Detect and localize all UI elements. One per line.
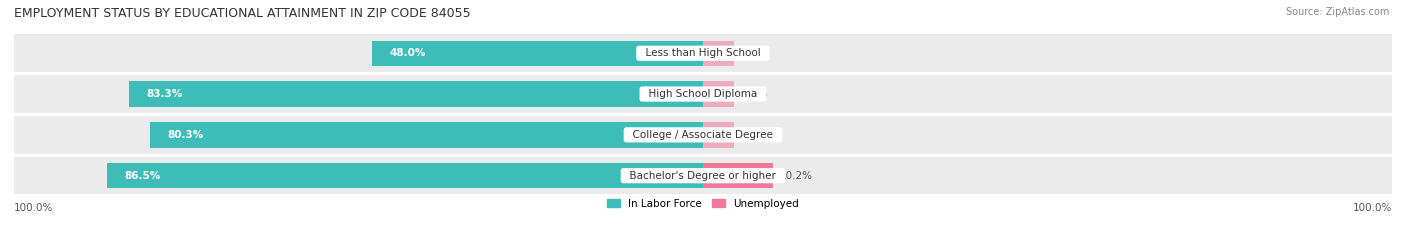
Text: Bachelor's Degree or higher: Bachelor's Degree or higher: [623, 171, 783, 181]
Bar: [14, 116, 1392, 154]
Text: 0.0%: 0.0%: [741, 89, 768, 99]
Text: 10.2%: 10.2%: [780, 171, 813, 181]
Bar: [150, 122, 703, 147]
Text: 100.0%: 100.0%: [1353, 203, 1392, 213]
Bar: [107, 163, 703, 188]
Bar: [14, 34, 1392, 72]
Text: Less than High School: Less than High School: [638, 48, 768, 58]
Bar: [703, 41, 734, 66]
Text: Source: ZipAtlas.com: Source: ZipAtlas.com: [1285, 7, 1389, 17]
Text: 48.0%: 48.0%: [389, 48, 426, 58]
Text: 83.3%: 83.3%: [146, 89, 183, 99]
Text: 80.3%: 80.3%: [167, 130, 204, 140]
Bar: [129, 81, 703, 107]
Bar: [703, 163, 773, 188]
Bar: [14, 75, 1392, 113]
Bar: [14, 157, 1392, 194]
Text: 0.0%: 0.0%: [741, 130, 768, 140]
Text: 0.0%: 0.0%: [741, 48, 768, 58]
Bar: [703, 122, 734, 147]
Text: 86.5%: 86.5%: [124, 171, 160, 181]
Bar: [703, 81, 734, 107]
Text: College / Associate Degree: College / Associate Degree: [626, 130, 780, 140]
Legend: In Labor Force, Unemployed: In Labor Force, Unemployed: [607, 199, 799, 209]
Text: EMPLOYMENT STATUS BY EDUCATIONAL ATTAINMENT IN ZIP CODE 84055: EMPLOYMENT STATUS BY EDUCATIONAL ATTAINM…: [14, 7, 471, 20]
Bar: [373, 41, 703, 66]
Text: High School Diploma: High School Diploma: [643, 89, 763, 99]
Text: 100.0%: 100.0%: [14, 203, 53, 213]
